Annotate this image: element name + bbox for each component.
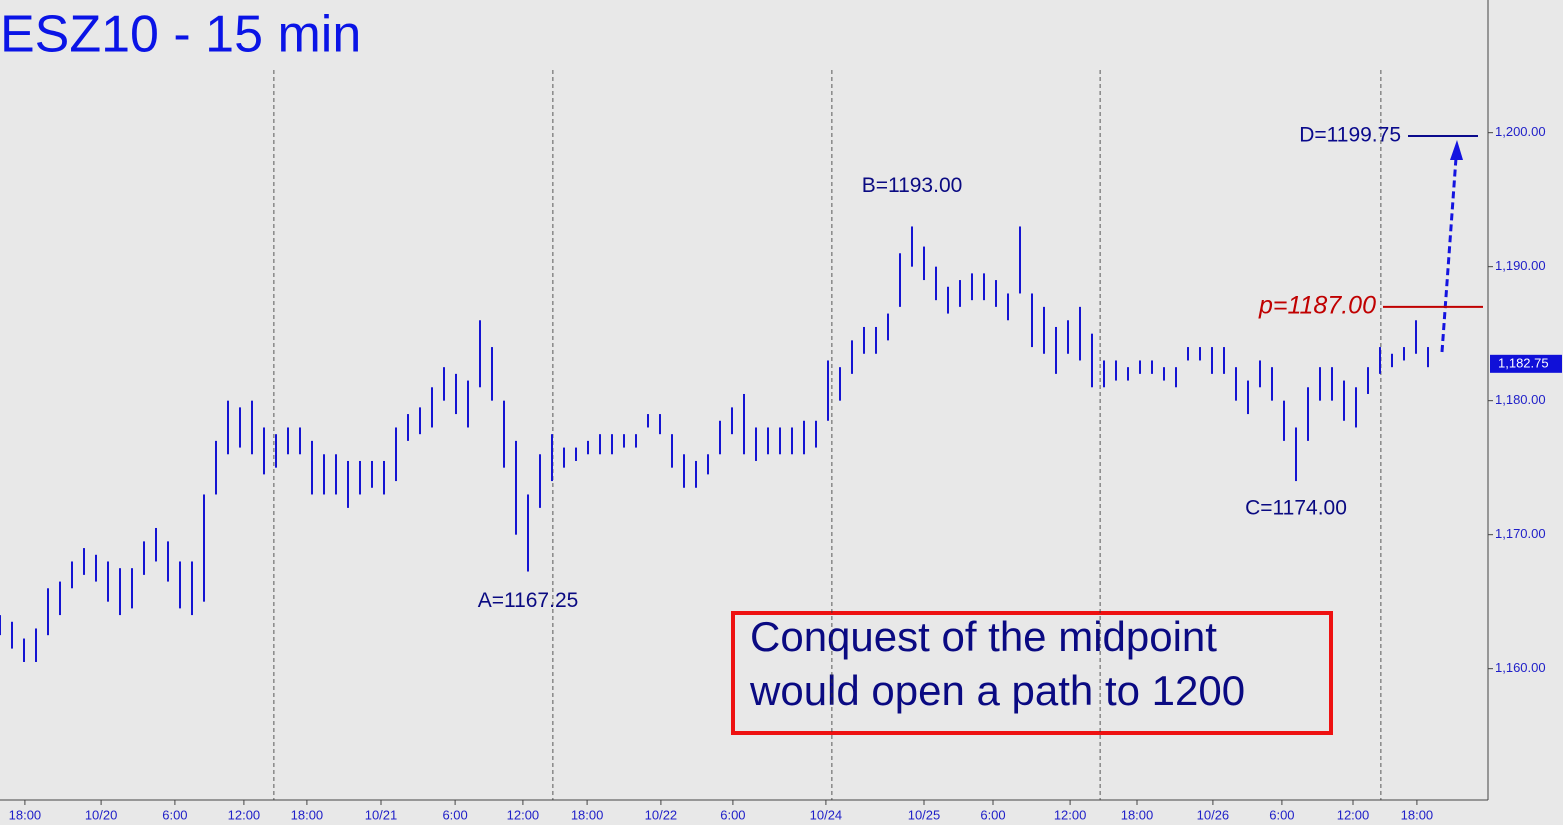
x-tick-label: 10/26	[1197, 807, 1230, 822]
x-tick-label: 10/22	[645, 807, 678, 822]
y-tick-label: 1,200.00	[1495, 124, 1546, 139]
x-tick-label: 6:00	[162, 807, 187, 822]
note-line: would open a path to 1200	[749, 667, 1245, 714]
y-tick-label: 1,160.00	[1495, 660, 1546, 675]
x-tick-label: 6:00	[442, 807, 467, 822]
x-tick-label: 10/21	[365, 807, 398, 822]
x-tick-label: 12:00	[507, 807, 540, 822]
target-label: p=1187.00	[1258, 291, 1376, 319]
x-tick-label: 10/25	[908, 807, 941, 822]
last-price-tag	[1490, 354, 1562, 373]
y-tick-label: 1,190.00	[1495, 258, 1546, 273]
x-tick-label: 18:00	[571, 807, 604, 822]
x-tick-label: 18:00	[1401, 807, 1434, 822]
chart-title: ESZ10 - 15 min	[0, 6, 361, 64]
x-tick-label: 18:00	[1121, 807, 1154, 822]
last-price-label: 1,182.75	[1498, 355, 1549, 370]
x-tick-label: 6:00	[1269, 807, 1294, 822]
x-tick-label: 12:00	[1054, 807, 1087, 822]
x-tick-label: 12:00	[228, 807, 261, 822]
x-tick-label: 6:00	[980, 807, 1005, 822]
x-tick-label: 12:00	[1337, 807, 1370, 822]
x-tick-label: 6:00	[720, 807, 745, 822]
arrow-head	[1450, 140, 1463, 160]
y-tick-label: 1,180.00	[1495, 392, 1546, 407]
annotation: A=1167.25	[478, 589, 579, 612]
x-tick-label: 18:00	[9, 807, 42, 822]
target-label: D=1199.75	[1299, 124, 1401, 147]
y-tick-label: 1,170.00	[1495, 526, 1546, 541]
note-box	[731, 611, 1333, 735]
note-line: Conquest of the midpoint	[750, 613, 1217, 660]
annotation: B=1193.00	[862, 174, 963, 197]
x-tick-label: 10/20	[85, 807, 118, 822]
x-tick-label: 10/24	[810, 807, 843, 822]
x-tick-label: 18:00	[291, 807, 324, 822]
annotation: C=1174.00	[1245, 497, 1347, 520]
